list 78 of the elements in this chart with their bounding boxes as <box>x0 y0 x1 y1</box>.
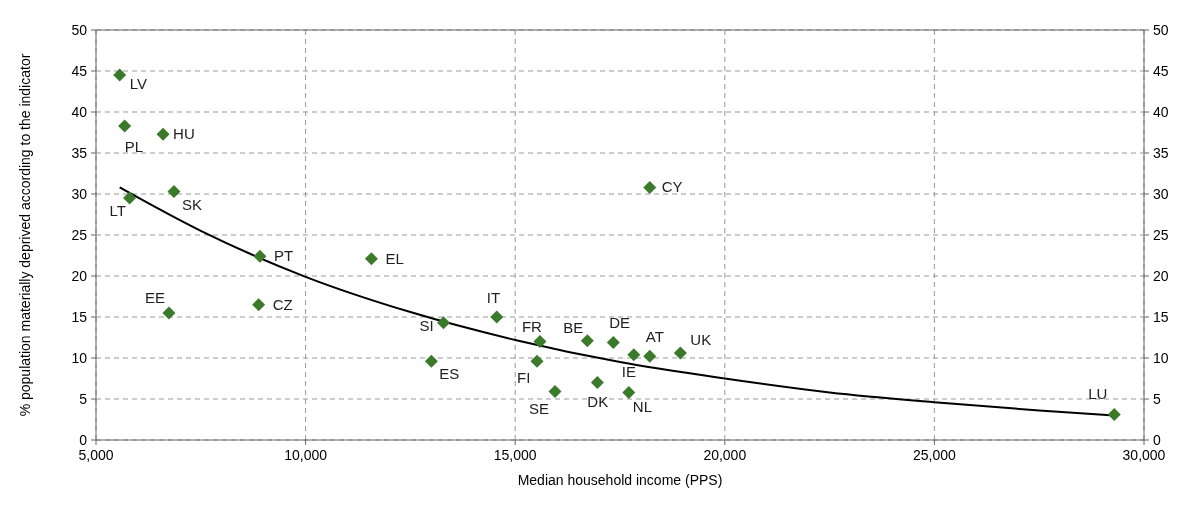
y-tick-label: 20 <box>71 268 88 284</box>
point <box>113 68 127 82</box>
point <box>252 298 266 312</box>
y2-tick-label: 15 <box>1153 309 1169 325</box>
data-label: IT <box>486 289 501 306</box>
y2-tick-label: 50 <box>1153 22 1169 38</box>
point <box>118 119 132 133</box>
x-axis-title: Median household income (PPS) <box>517 472 723 488</box>
data-label: ES <box>439 365 460 383</box>
point <box>622 385 636 399</box>
y-tick-label: 25 <box>71 227 88 243</box>
y2-tick-label: 5 <box>1153 391 1161 407</box>
point <box>590 376 604 390</box>
point <box>530 354 544 368</box>
y2-tick-label: 40 <box>1153 104 1169 120</box>
point <box>580 334 594 348</box>
point <box>627 348 641 362</box>
point <box>643 349 657 363</box>
y-tick-label: 50 <box>71 22 88 38</box>
y-tick-label: 10 <box>71 350 88 366</box>
data-label: PT <box>273 247 294 265</box>
data-label: SE <box>529 399 550 417</box>
point <box>1107 408 1121 422</box>
x-tick-label: 30,000 <box>1122 447 1166 463</box>
point <box>424 354 438 368</box>
y2-tick-label: 0 <box>1153 432 1161 448</box>
y2-tick-label: 35 <box>1153 145 1169 161</box>
data-label: IE <box>621 362 637 380</box>
point <box>156 127 170 141</box>
x-tick-label: 25,000 <box>912 447 957 463</box>
x-tick-label: 10,000 <box>284 447 328 463</box>
data-label: EL <box>385 249 404 267</box>
data-label: FI <box>517 369 531 387</box>
data-label: LT <box>109 202 126 220</box>
data-label: EE <box>144 288 165 306</box>
y-tick-label: 5 <box>79 391 88 407</box>
point <box>533 335 547 349</box>
point <box>606 335 620 349</box>
point <box>673 346 687 360</box>
point <box>123 191 137 205</box>
data-label: CY <box>661 178 683 196</box>
data-label: CZ <box>272 295 293 313</box>
point <box>167 185 181 199</box>
data-label: NL <box>632 398 652 416</box>
y-axis-title: % population materially deprived according to the indicator <box>17 53 33 417</box>
data-label: LV <box>129 75 147 93</box>
data-label: DE <box>609 314 631 332</box>
x-tick-label: 15,000 <box>493 447 537 463</box>
y-tick-label: 15 <box>71 309 88 325</box>
data-label: SK <box>181 195 202 213</box>
data-label: BE <box>563 318 584 336</box>
y2-tick-label: 25 <box>1153 227 1169 243</box>
data-label: SI <box>419 316 434 334</box>
y-tick-label: 0 <box>79 432 88 448</box>
y2-tick-label: 45 <box>1153 63 1169 79</box>
y-tick-label: 40 <box>71 104 88 120</box>
x-tick-label: 5,000 <box>78 447 114 463</box>
y-tick-label: 35 <box>71 145 88 161</box>
data-label: DK <box>587 392 609 410</box>
point <box>548 385 562 399</box>
data-label: LU <box>1088 384 1108 402</box>
y2-tick-label: 30 <box>1153 186 1169 202</box>
point <box>437 316 451 330</box>
y-tick-label: 45 <box>71 63 88 79</box>
y2-tick-label: 10 <box>1153 350 1169 366</box>
y-tick-label: 30 <box>71 186 88 202</box>
data-label: FR <box>521 317 543 335</box>
data-label: HU <box>173 125 195 143</box>
data-label: AT <box>645 328 664 346</box>
point <box>490 310 504 324</box>
point <box>364 252 378 266</box>
data-label: UK <box>690 331 712 349</box>
y2-tick-label: 20 <box>1153 268 1169 284</box>
data-label: PL <box>124 137 143 155</box>
point <box>253 249 267 263</box>
point <box>162 306 176 320</box>
x-tick-label: 20,000 <box>703 447 747 463</box>
point <box>643 180 657 194</box>
